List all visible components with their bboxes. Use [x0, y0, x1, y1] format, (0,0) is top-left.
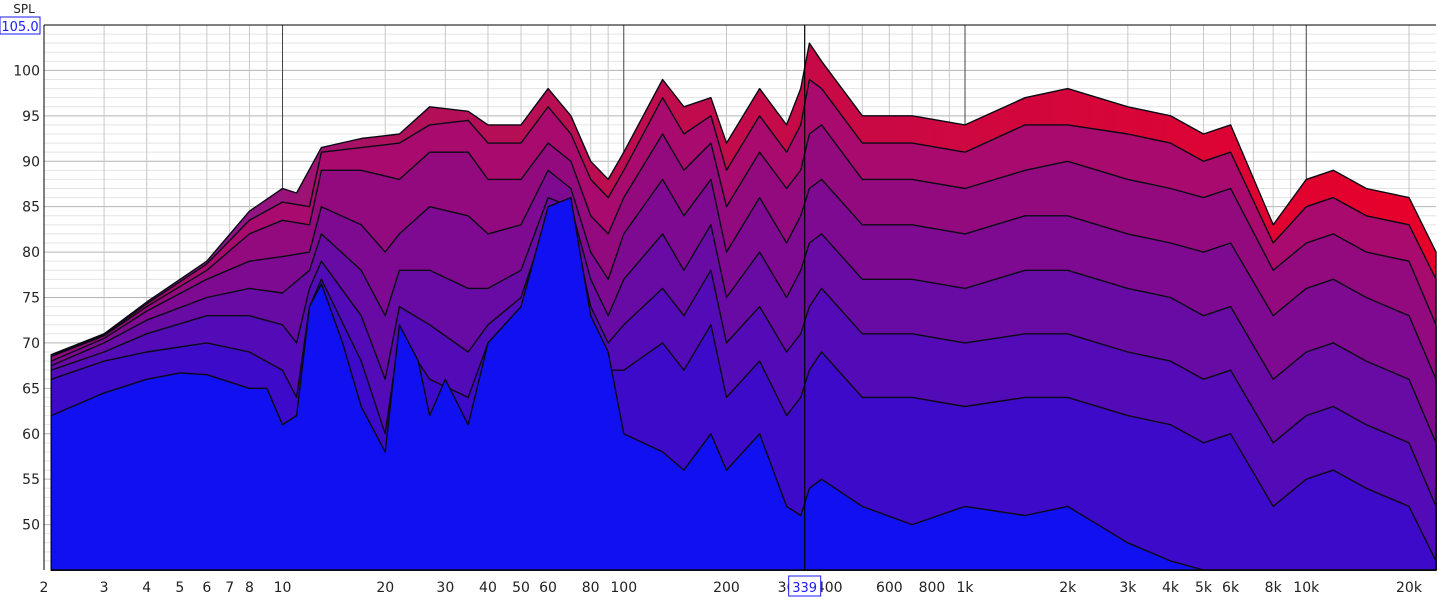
x-tick-label: 10	[274, 580, 292, 596]
x-tick-label: 2k	[1059, 580, 1077, 596]
cursor-freq-label: 339	[792, 581, 817, 596]
x-tick-label: 5k	[1195, 580, 1213, 596]
x-tick-label: 4k	[1162, 580, 1180, 596]
cursor[interactable]: 339	[788, 25, 822, 597]
y-tick-label: 100	[13, 63, 40, 79]
x-tick-label: 30	[436, 580, 454, 596]
top-value-box[interactable]: 105.0	[0, 16, 41, 35]
x-tick-label: 60	[539, 580, 557, 596]
y-tick-label: 70	[22, 336, 40, 352]
x-tick-label: 600	[876, 580, 903, 596]
x-tick-label: 6k	[1222, 580, 1240, 596]
x-tick-label: 6	[202, 580, 211, 596]
x-tick-label: 200	[713, 580, 740, 596]
x-tick-label: 3k	[1119, 580, 1137, 596]
x-tick-label: 10k	[1293, 580, 1320, 596]
x-tick-label: 1k	[957, 580, 975, 596]
y-tick-label: 90	[22, 154, 40, 170]
top-value-label: 105.0	[1, 20, 38, 35]
x-tick-label: 4	[142, 580, 151, 596]
y-tick-label: 60	[22, 427, 40, 443]
y-tick-labels: 50 55 60 65 70 75 80 85 90 95 100	[13, 63, 40, 533]
y-tick-label: 50	[22, 518, 40, 534]
x-tick-label: 3	[100, 580, 109, 596]
series-layer	[50, 42, 1437, 571]
x-tick-label: 5	[175, 580, 184, 596]
x-tick-label: 8k	[1265, 580, 1283, 596]
cursor-label-box	[788, 575, 822, 597]
x-tick-label: 800	[919, 580, 946, 596]
x-tick-label: 400	[816, 580, 843, 596]
y-tick-label: 95	[22, 109, 40, 125]
x-tick-label: 100	[610, 580, 637, 596]
x-tick-label: 50	[512, 580, 530, 596]
y-tick-label: 85	[22, 200, 40, 216]
y-tick-label: 55	[22, 472, 40, 488]
y-axis-label: SPL	[13, 2, 35, 16]
series-7-area	[50, 196, 1437, 571]
x-tick-label: 80	[582, 580, 600, 596]
x-tick-label: 20k	[1396, 580, 1423, 596]
x-tick-labels: 2 3 4 5 6 7 8 10 20 30 40 50 60 80 100 200 30 400 600 800 1k…	[40, 580, 1423, 596]
x-tick-label: 7	[225, 580, 234, 596]
x-tick-label: 8	[245, 580, 254, 596]
y-tick-label: 65	[22, 381, 40, 397]
axes	[43, 24, 1436, 570]
y-tick-label: 80	[22, 245, 40, 261]
x-tick-label: 40	[479, 580, 497, 596]
x-tick-label: 20	[376, 580, 394, 596]
x-tick-label: 2	[40, 580, 49, 596]
y-tick-label: 75	[22, 291, 40, 307]
